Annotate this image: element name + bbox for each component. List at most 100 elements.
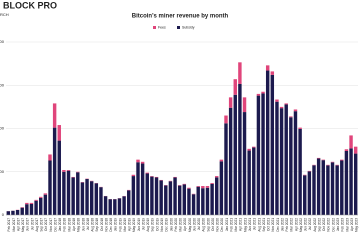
x-tick-label: May 2021	[243, 218, 247, 232]
x-tick-label: Feb 2021	[229, 218, 233, 232]
bar-segment	[154, 177, 159, 215]
bar-segment	[48, 160, 52, 215]
x-tick-label: Aug 2018	[91, 218, 95, 232]
bar-segment	[145, 173, 149, 215]
bar-segment	[131, 176, 136, 215]
bar-segment	[252, 147, 256, 215]
bar-segment	[150, 176, 154, 177]
bar-segment	[307, 171, 312, 215]
bar-segment	[316, 157, 321, 159]
bar-segment	[34, 200, 38, 215]
bar-segment	[52, 103, 57, 128]
x-tick-label: Oct 2019	[155, 218, 159, 231]
brand-subtitle: RCH	[0, 12, 9, 17]
bar-segment	[284, 103, 288, 105]
bar-segment	[11, 210, 15, 215]
bar-segment	[233, 79, 237, 95]
bar-segment	[321, 159, 325, 161]
bar-segment	[228, 97, 233, 108]
bar-segment	[307, 170, 312, 172]
x-tick-label: Jul 2021	[253, 218, 257, 230]
bar-segment	[298, 128, 302, 215]
bar-segment	[122, 196, 126, 215]
x-tick-label: Apr 2021	[239, 218, 243, 231]
bar-segment	[43, 194, 48, 215]
x-tick-label: Jun 2019	[137, 218, 141, 231]
bar-segment	[215, 177, 219, 215]
x-tick-label: Nov 2019	[160, 218, 164, 232]
bar-segment	[150, 176, 154, 215]
bar-segment	[340, 159, 344, 161]
x-tick-label: Nov 2018	[104, 218, 108, 232]
bar-segment	[159, 180, 163, 215]
bar-segment	[335, 164, 339, 166]
x-tick-label: Feb 2018	[63, 218, 67, 232]
bar-segment	[279, 108, 284, 215]
bar-segment	[187, 188, 191, 215]
bar-segment	[39, 196, 43, 198]
bar-segment	[71, 177, 75, 215]
bar-segment	[242, 112, 247, 215]
bar-segment	[201, 188, 205, 215]
bar-segment	[247, 150, 251, 215]
bar-segment	[168, 181, 173, 215]
x-tick-label: Aug 2020	[202, 218, 206, 232]
x-tick-label: Feb 2019	[118, 218, 122, 232]
bar-segment	[62, 171, 66, 215]
bar-segment	[57, 140, 61, 215]
x-tick-label: Aug 2017	[35, 218, 39, 232]
legend-swatch	[177, 26, 180, 29]
bar-segment	[215, 176, 219, 178]
bar-segment	[275, 101, 279, 215]
bar-segment	[293, 109, 298, 112]
x-tick-label: Jan 2018	[58, 218, 62, 231]
bar-segment	[140, 163, 145, 215]
legend-label: Fees	[158, 26, 166, 30]
x-tick-label: Dec 2022	[331, 218, 335, 232]
bar-segment	[25, 202, 29, 205]
x-tick-label: Feb 2023	[341, 218, 345, 232]
bar-segment	[261, 91, 265, 94]
bar-segment	[289, 116, 293, 118]
x-tick-label: Jun 2017	[26, 218, 30, 231]
x-tick-label: Jul 2020	[197, 218, 201, 230]
x-tick-label: Oct 2022	[322, 218, 326, 231]
bar-segment	[349, 135, 353, 149]
bar-segment	[182, 184, 187, 215]
bar-segment	[344, 150, 349, 215]
y-tick-label: 2000	[0, 39, 5, 44]
x-tick-label: Nov 2022	[327, 218, 331, 232]
bar-segment	[43, 193, 48, 195]
bar-segment	[330, 161, 335, 163]
bar-segment	[335, 165, 339, 215]
x-tick-label: Mar 2019	[123, 218, 127, 232]
bar-segment	[99, 187, 103, 215]
x-tick-label: Sep 2021	[262, 218, 266, 232]
x-tick-label: Apr 2022	[294, 218, 298, 231]
bar-segment	[154, 176, 159, 178]
x-tick-label: Jan 2023	[336, 218, 340, 231]
bar-segment	[349, 148, 353, 215]
x-tick-label: Dec 2019	[165, 218, 169, 232]
bar-segment	[117, 198, 122, 215]
x-tick-label: Mar 2018	[67, 218, 71, 232]
x-tick-label: Feb 2020	[174, 218, 178, 232]
bar-segment	[173, 177, 177, 215]
bar-segment	[76, 172, 80, 215]
bar-segment	[164, 185, 168, 215]
x-tick-label: May 2017	[21, 218, 25, 232]
bar-segment	[76, 171, 80, 173]
bar-segment	[201, 186, 205, 189]
bar-segment	[265, 70, 270, 215]
bar-segment	[6, 211, 11, 215]
bar-segment	[39, 197, 43, 215]
bar-segment	[57, 125, 61, 141]
x-tick-label: Nov 2020	[216, 218, 220, 232]
bar-segment	[353, 153, 358, 215]
x-tick-label: Oct 2018	[100, 218, 104, 231]
x-tick-label: May 2018	[77, 218, 81, 232]
bar-segment	[136, 162, 140, 215]
x-tick-label: Apr 2019	[128, 218, 132, 231]
bar-segment	[196, 186, 200, 215]
